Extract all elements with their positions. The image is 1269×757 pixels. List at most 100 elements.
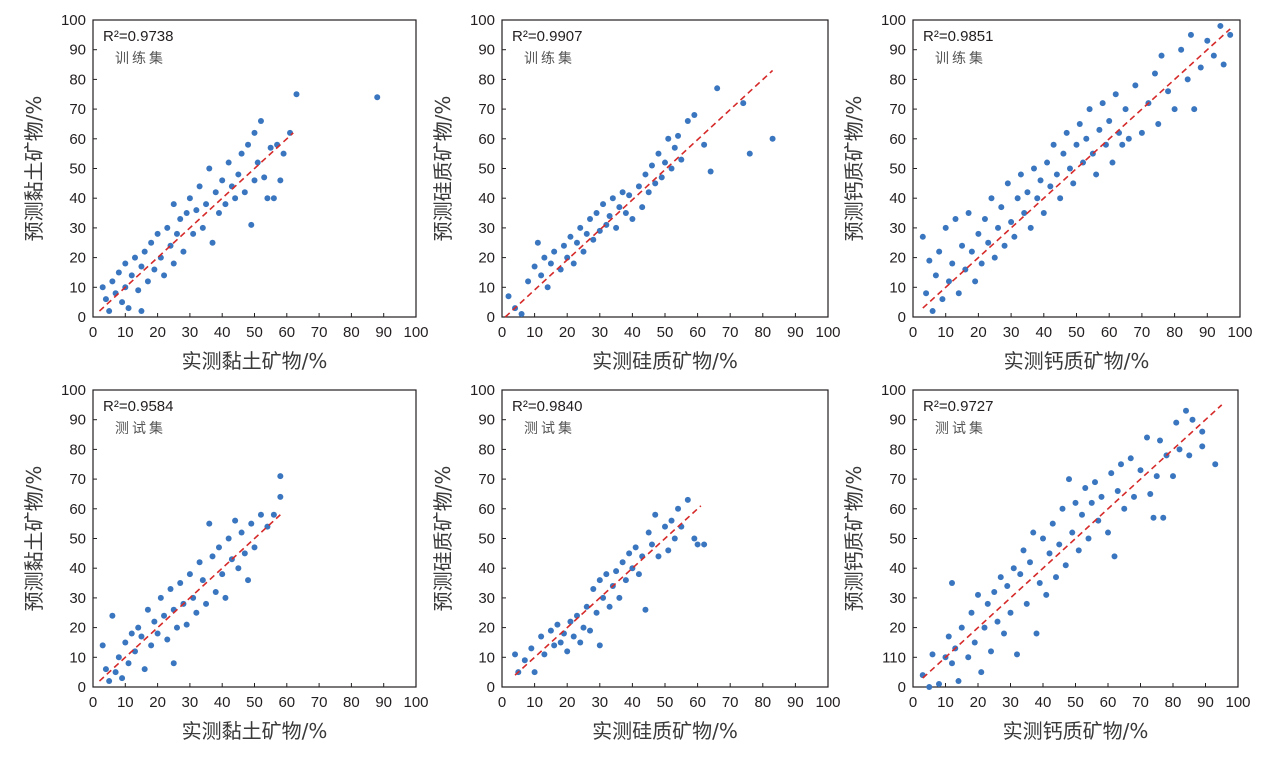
x-axis-title: 实测钙质矿物/% xyxy=(1003,719,1149,743)
data-point xyxy=(164,636,171,643)
data-point xyxy=(193,609,200,616)
data-point xyxy=(701,541,708,548)
x-tick-label: 90 xyxy=(1197,694,1214,711)
data-point xyxy=(254,159,261,166)
x-axis-title: 实测黏土矿物/% xyxy=(182,719,328,743)
data-point xyxy=(648,162,655,169)
data-point xyxy=(219,177,226,184)
data-point xyxy=(1082,485,1089,492)
data-point xyxy=(1121,505,1128,512)
y-axis-title: 预测硅质矿物/% xyxy=(431,466,455,612)
data-point xyxy=(1157,437,1163,444)
y-tick-label: 60 xyxy=(478,501,495,518)
data-point xyxy=(238,529,245,536)
r-squared-label: R²=0.9840 xyxy=(512,398,582,415)
y-tick-label: 100 xyxy=(61,12,86,29)
fit-line xyxy=(504,69,774,318)
x-tick-label: 40 xyxy=(214,694,231,711)
y-tick-label: 90 xyxy=(889,412,906,429)
data-point xyxy=(652,180,659,187)
data-point xyxy=(577,224,584,231)
data-point xyxy=(587,215,594,222)
x-tick-label: 0 xyxy=(498,694,506,711)
data-point xyxy=(1131,493,1137,500)
data-point xyxy=(1072,499,1079,506)
data-point xyxy=(1070,180,1077,187)
data-point xyxy=(567,233,574,240)
data-point xyxy=(1187,31,1194,38)
data-point xyxy=(131,254,138,261)
data-point xyxy=(939,296,946,303)
data-point xyxy=(1186,452,1193,459)
y-tick-label: 30 xyxy=(478,590,495,607)
x-tick-label: 20 xyxy=(559,324,576,341)
data-point xyxy=(1096,126,1103,133)
x-tick-label: 60 xyxy=(1100,694,1117,711)
data-point xyxy=(1044,159,1051,166)
data-point xyxy=(665,135,672,142)
data-point xyxy=(1137,467,1144,474)
data-point xyxy=(193,207,200,214)
data-point xyxy=(655,553,662,560)
data-point xyxy=(583,603,590,610)
r-squared-label: R²=0.9851 xyxy=(923,28,993,45)
data-point xyxy=(261,174,268,181)
r-squared-label: R²=0.9584 xyxy=(103,398,173,415)
y-tick-label: 0 xyxy=(487,679,495,696)
x-tick-label: 30 xyxy=(591,324,608,341)
data-point xyxy=(714,85,721,92)
data-point xyxy=(949,260,956,267)
data-point xyxy=(1132,82,1139,89)
y-axis-title: 预测硅质矿物/% xyxy=(431,96,455,242)
data-point xyxy=(596,577,603,584)
data-point xyxy=(929,651,936,658)
data-point xyxy=(251,544,258,551)
data-point xyxy=(1176,446,1183,453)
data-point xyxy=(619,189,626,196)
data-point xyxy=(144,278,151,285)
data-point xyxy=(270,511,277,518)
data-point xyxy=(932,272,939,279)
data-point xyxy=(180,248,187,255)
y-tick-label: 40 xyxy=(889,560,906,577)
y-tick-label: 40 xyxy=(69,190,86,207)
x-tick-label: 50 xyxy=(1067,694,1084,711)
data-point xyxy=(665,547,672,554)
x-tick-label: 90 xyxy=(375,324,392,341)
y-tick-label: 30 xyxy=(69,220,86,237)
data-point xyxy=(968,248,975,255)
data-point xyxy=(701,141,708,148)
data-point xyxy=(1066,476,1072,483)
y-tick-label: 50 xyxy=(69,161,86,178)
data-point xyxy=(186,571,193,578)
y-tick-label: 90 xyxy=(478,42,495,59)
data-point xyxy=(267,144,274,151)
y-tick-label: 100 xyxy=(61,382,86,399)
data-point xyxy=(1147,490,1154,497)
data-point xyxy=(521,657,528,664)
data-point xyxy=(965,654,972,661)
data-point xyxy=(209,553,216,560)
data-point xyxy=(1210,52,1217,59)
data-point xyxy=(1043,591,1050,598)
y-tick-label: 0 xyxy=(78,309,86,326)
data-point xyxy=(662,159,668,166)
data-point xyxy=(613,568,620,575)
x-tick-label: 10 xyxy=(937,694,954,711)
data-point xyxy=(183,210,190,217)
data-point xyxy=(593,210,600,217)
y-tick-label: 90 xyxy=(69,412,86,429)
data-point xyxy=(115,654,122,661)
data-point xyxy=(215,210,222,217)
data-point xyxy=(531,669,538,676)
data-point xyxy=(257,117,264,124)
data-point xyxy=(135,287,142,294)
y-tick-label: 70 xyxy=(889,101,906,118)
data-point xyxy=(1086,106,1093,113)
data-point xyxy=(1119,141,1126,148)
data-point xyxy=(1173,419,1180,426)
y-tick-label: 60 xyxy=(889,501,906,518)
y-tick-label: 50 xyxy=(889,531,906,548)
data-point xyxy=(196,559,203,566)
y-tick-label: 50 xyxy=(478,531,495,548)
